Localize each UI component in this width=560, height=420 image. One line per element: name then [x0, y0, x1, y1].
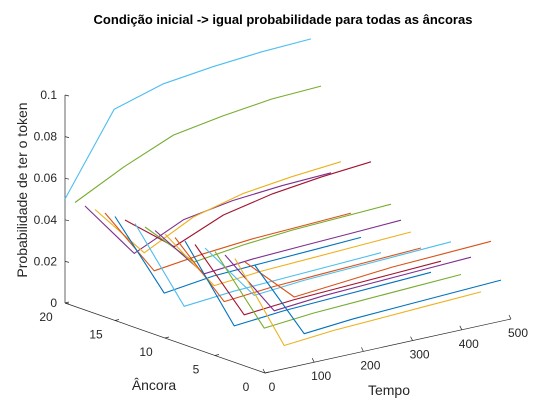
x-tick-label: 300 [410, 348, 430, 362]
x-tick-mark [361, 347, 364, 352]
series-line-anchor-20 [64, 38, 312, 200]
y-axis-label: Âncora [132, 377, 177, 393]
y-tick-mark [264, 371, 270, 374]
z-tick-label: 0 [50, 296, 57, 310]
series-group [64, 38, 502, 347]
series-line-anchor-18 [84, 172, 332, 254]
series-line-anchor-8 [184, 240, 432, 327]
x-axis-line [264, 318, 512, 374]
series-line-anchor-5 [214, 251, 462, 329]
series-line-anchor-2 [244, 240, 492, 298]
z-tick-mark [64, 136, 70, 138]
x-tick-label: 500 [508, 326, 528, 340]
z-tick-mark [64, 261, 70, 263]
axes: 01002003004005000510152000.020.040.060.0… [34, 88, 529, 394]
x-tick-label: 0 [269, 380, 276, 394]
series-line-anchor-3 [234, 258, 482, 347]
z-tick-label: 0.02 [34, 254, 58, 268]
series-line-anchor-7 [194, 244, 442, 316]
z-axis-label: Probabilidade de ter o token [14, 102, 30, 277]
x-tick-label: 100 [311, 369, 331, 383]
x-tick-mark [311, 358, 315, 363]
y-tick-label: 10 [139, 345, 153, 359]
y-tick-mark [214, 354, 220, 356]
z-tick-label: 0.08 [34, 130, 58, 144]
series-line-anchor-6 [204, 241, 452, 296]
x-tick-mark [508, 314, 512, 320]
x-tick-label: 400 [459, 337, 479, 351]
series-line-anchor-17 [94, 161, 342, 254]
z-tick-mark [64, 302, 70, 305]
series-line-anchor-12 [144, 203, 392, 263]
z-tick-mark [64, 177, 70, 180]
y-tick-label: 15 [89, 328, 103, 342]
x-tick-mark [410, 336, 413, 341]
x-axis-label: Tempo [368, 382, 410, 398]
series-line-anchor-16 [104, 212, 352, 272]
series-line-anchor-19 [74, 85, 322, 203]
chart-title: Condição inicial -> igual probabilidade … [94, 12, 473, 27]
y-tick-label: 5 [193, 363, 200, 377]
x-tick-mark [262, 368, 266, 374]
y-tick-mark [164, 336, 170, 339]
z-tick-mark [64, 94, 70, 97]
z-tick-label: 0.06 [34, 171, 58, 185]
y-tick-mark [114, 319, 120, 321]
y-tick-label: 20 [39, 310, 53, 324]
x-tick-mark [459, 325, 463, 330]
series-line-anchor-11 [154, 219, 402, 275]
x-tick-label: 200 [360, 358, 380, 372]
z-tick-label: 0.1 [40, 88, 57, 102]
series-line-anchor-13 [134, 223, 382, 307]
series-line-anchor-1 [254, 265, 502, 335]
series-line-anchor-4 [224, 254, 472, 312]
y-tick-label: 0 [243, 380, 250, 394]
series-line-anchor-9 [174, 237, 422, 303]
z-tick-label: 0.04 [34, 213, 58, 227]
z-tick-mark [64, 219, 70, 222]
